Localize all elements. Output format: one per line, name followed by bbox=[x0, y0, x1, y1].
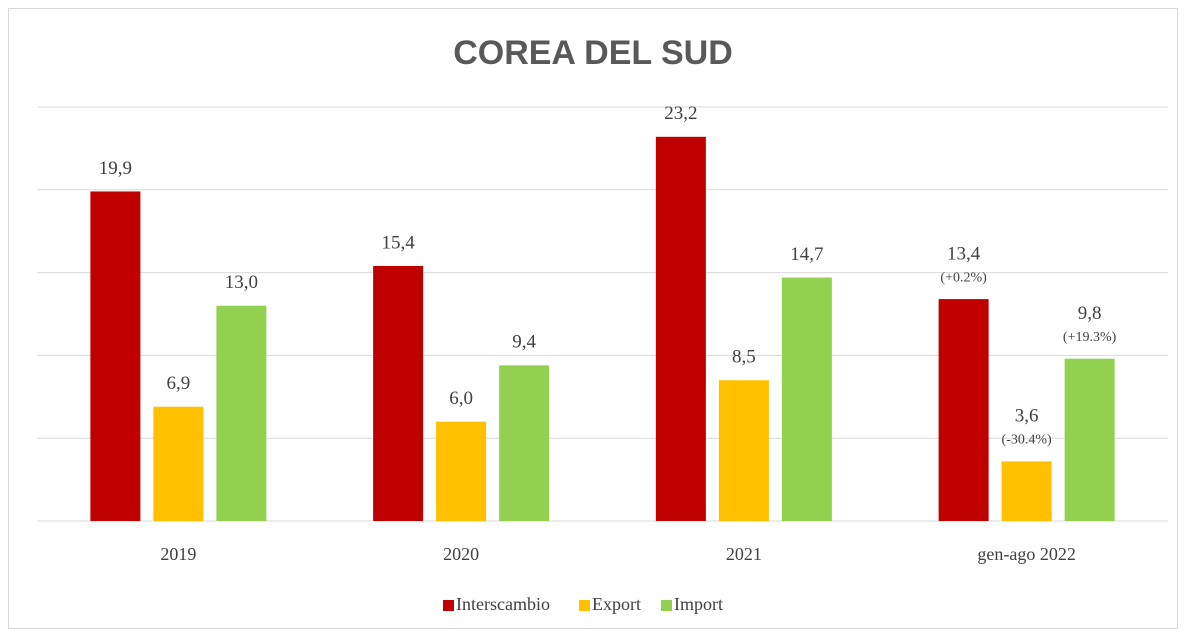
bar bbox=[90, 191, 141, 521]
legend-label: Export bbox=[592, 594, 641, 614]
data-label: 13,4 bbox=[947, 243, 981, 264]
data-label: 19,9 bbox=[99, 158, 132, 179]
x-tick-label: 2019 bbox=[160, 544, 196, 564]
data-label: 23,2 bbox=[664, 103, 697, 124]
data-label: 15,4 bbox=[382, 232, 416, 253]
chart-border bbox=[8, 8, 1178, 629]
bar bbox=[153, 406, 204, 521]
bar bbox=[718, 380, 769, 521]
bar bbox=[499, 365, 550, 521]
legend-swatch bbox=[661, 600, 672, 611]
data-label: 3,6 bbox=[1015, 406, 1039, 427]
data-label: 9,4 bbox=[512, 332, 536, 353]
change-label: (+0.2%) bbox=[940, 270, 987, 285]
data-label: 14,7 bbox=[790, 244, 823, 265]
data-label: 9,8 bbox=[1078, 303, 1102, 324]
data-label: 8,5 bbox=[732, 347, 756, 368]
x-tick-label: 2020 bbox=[443, 544, 479, 564]
data-label: 13,0 bbox=[225, 272, 258, 293]
bar bbox=[373, 265, 424, 521]
data-label: 6,0 bbox=[449, 388, 473, 409]
chart-title: COREA DEL SUD bbox=[453, 34, 733, 72]
legend-swatch bbox=[443, 600, 454, 611]
bar bbox=[781, 277, 832, 521]
bar bbox=[938, 299, 989, 521]
legend-swatch bbox=[579, 600, 590, 611]
change-label: (-30.4%) bbox=[1002, 433, 1052, 448]
data-label: 6,9 bbox=[167, 373, 191, 394]
change-label: (+19.3%) bbox=[1063, 330, 1117, 345]
x-tick-label: gen-ago 2022 bbox=[977, 544, 1075, 564]
bar bbox=[436, 421, 487, 521]
x-tick-label: 2021 bbox=[726, 544, 762, 564]
legend-label: Import bbox=[674, 594, 723, 614]
bar bbox=[1064, 358, 1115, 521]
bar bbox=[655, 136, 706, 522]
bar bbox=[216, 305, 267, 521]
legend-label: Interscambio bbox=[456, 594, 550, 614]
bar bbox=[1001, 461, 1052, 521]
